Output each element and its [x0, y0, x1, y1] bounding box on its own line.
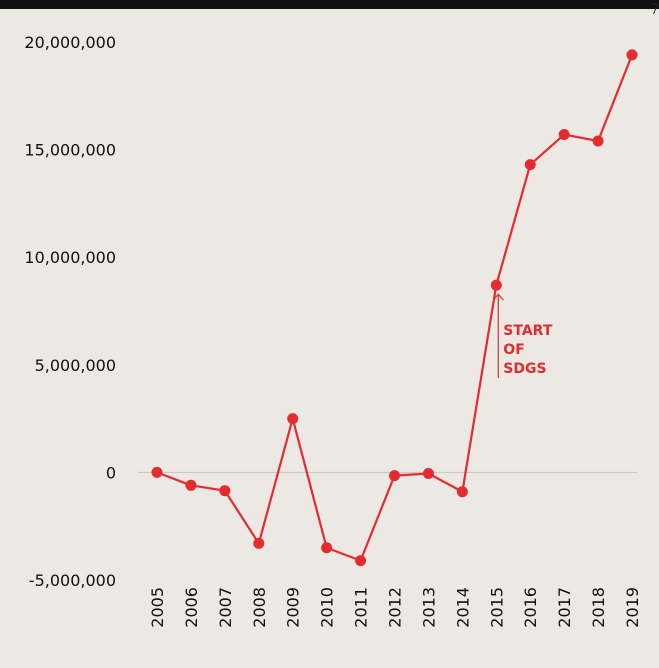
x-tick-label: 2012 — [386, 587, 405, 628]
data-point — [524, 159, 536, 171]
data-point — [389, 470, 401, 482]
annotation-label: SDGS — [503, 361, 546, 377]
x-tick-label: 2008 — [250, 587, 269, 628]
x-tick-label: 2013 — [419, 587, 438, 628]
data-point — [253, 537, 265, 549]
x-tick-label: 2016 — [521, 587, 540, 628]
x-tick-label: 2018 — [589, 587, 608, 628]
x-tick-label: 2015 — [487, 587, 506, 628]
data-point — [321, 542, 333, 554]
annotation-label: OF — [503, 342, 524, 358]
data-point — [626, 49, 638, 61]
x-tick-label: 2005 — [148, 587, 167, 628]
y-tick-label: 0 — [106, 463, 116, 482]
x-tick-label: 2019 — [623, 587, 642, 628]
data-point — [422, 467, 434, 479]
y-tick-label: -5,000,000 — [29, 571, 116, 590]
x-tick-label: 2006 — [182, 587, 201, 628]
x-tick-label: 2017 — [555, 587, 574, 628]
data-point — [592, 135, 604, 147]
data-point — [490, 279, 502, 291]
annotation-arrow-head — [492, 293, 504, 301]
x-tick-label: 2011 — [352, 587, 371, 628]
x-tick-label: 2014 — [453, 587, 472, 628]
data-point — [456, 486, 468, 498]
annotation-label: START — [503, 323, 553, 339]
x-tick-label: 2007 — [216, 587, 235, 628]
y-tick-label: 10,000,000 — [24, 248, 116, 267]
data-point — [151, 466, 163, 478]
top-bar — [0, 0, 659, 9]
data-point — [558, 129, 570, 141]
x-tick-label: 2010 — [318, 587, 337, 628]
y-tick-label: 5,000,000 — [35, 356, 116, 375]
corner-text-fragment: 7 — [650, 2, 659, 18]
x-tick-label: 2009 — [284, 587, 303, 628]
data-point — [355, 555, 367, 567]
data-point — [287, 413, 299, 425]
y-tick-label: 20,000,000 — [24, 33, 116, 52]
data-point — [219, 485, 231, 497]
data-point — [185, 479, 197, 491]
y-tick-label: 15,000,000 — [24, 141, 116, 160]
